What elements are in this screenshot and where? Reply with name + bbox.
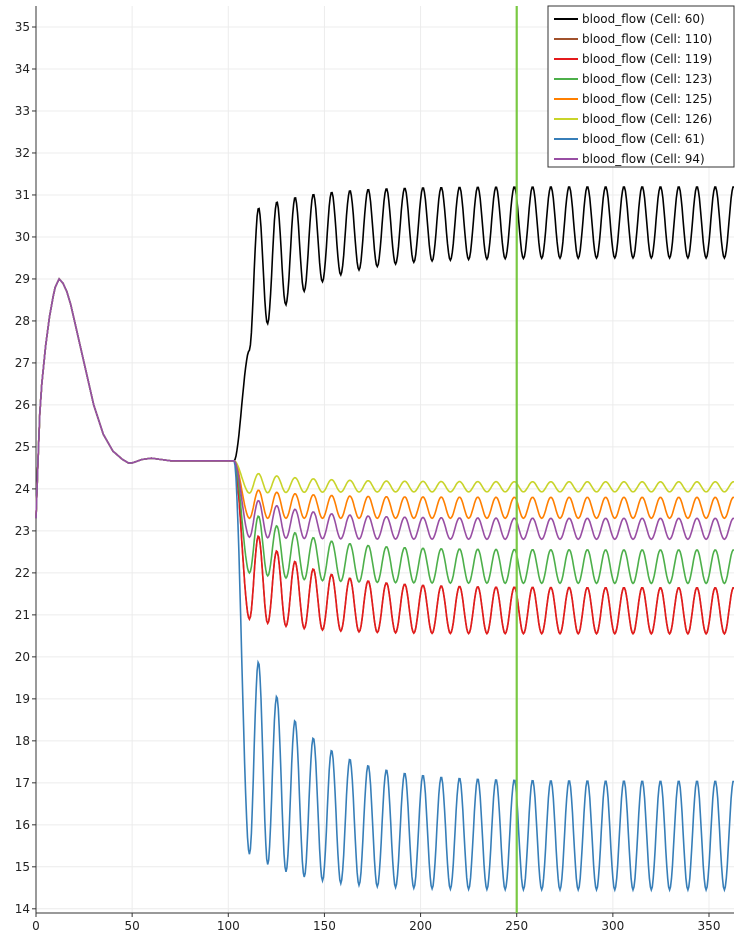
legend: blood_flow (Cell: 60) blood_flow (Cell: 1…: [547, 5, 735, 168]
y-tick-label: 26: [15, 398, 30, 412]
y-tick-label: 24: [15, 482, 30, 496]
series-line-2: [35, 277, 734, 636]
y-tick-label: 30: [15, 230, 30, 244]
y-tick-label: 19: [15, 692, 30, 706]
y-tick-label: 18: [15, 734, 30, 748]
legend-label: blood_flow (Cell: 125): [582, 92, 712, 106]
series-line-1: [35, 277, 734, 636]
x-tick-label: 300: [601, 919, 624, 933]
series-line-4: [35, 277, 734, 520]
y-tick-label: 33: [15, 104, 30, 118]
y-tick-label: 32: [15, 146, 30, 160]
y-tick-label: 34: [15, 62, 30, 76]
x-tick-label: 350: [698, 919, 721, 933]
y-tick-label: 28: [15, 314, 30, 328]
y-tick-label: 35: [15, 20, 30, 34]
legend-box: [547, 5, 735, 168]
y-tick-label: 20: [15, 650, 30, 664]
x-tick-label: 150: [313, 919, 336, 933]
series-line-3: [35, 277, 734, 585]
x-tick-label: 100: [217, 919, 240, 933]
x-tick-label: 250: [505, 919, 528, 933]
legend-label: blood_flow (Cell: 126): [582, 112, 712, 126]
legend-label: blood_flow (Cell: 123): [582, 72, 712, 86]
y-tick-label: 23: [15, 524, 30, 538]
y-tick-label: 27: [15, 356, 30, 370]
series-line-7: [35, 277, 734, 541]
legend-label: blood_flow (Cell: 61): [582, 132, 705, 146]
series-line-6: [35, 277, 734, 893]
axes: [35, 6, 734, 914]
legend-label: blood_flow (Cell: 110): [582, 32, 712, 46]
x-tick-label: 200: [409, 919, 432, 933]
legend-label: blood_flow (Cell: 119): [582, 52, 712, 66]
series-line-0: [35, 186, 734, 519]
x-tick-label: 50: [125, 919, 140, 933]
y-tick-label: 17: [15, 776, 30, 790]
x-tick-labels: 0 50 100 150 200 250 300 350: [32, 913, 720, 933]
y-tick-label: 29: [15, 272, 30, 286]
y-tick-label: 31: [15, 188, 30, 202]
x-tick-label: 0: [32, 919, 40, 933]
y-tick-label: 25: [15, 440, 30, 454]
y-tick-label: 16: [15, 818, 30, 832]
y-tick-label: 21: [15, 608, 30, 622]
y-tick-label: 22: [15, 566, 30, 580]
y-tick-label: 14: [15, 902, 30, 916]
legend-label: blood_flow (Cell: 94): [582, 152, 705, 166]
series-lines: [35, 186, 734, 893]
legend-label: blood_flow (Cell: 60): [582, 12, 705, 26]
y-tick-label: 15: [15, 860, 30, 874]
series-line-5: [35, 277, 734, 519]
y-tick-labels: 14 15 16 17 18 19 20 21 22 23 24 25 26 27 28 29 30 31 32 33…: [15, 20, 36, 916]
